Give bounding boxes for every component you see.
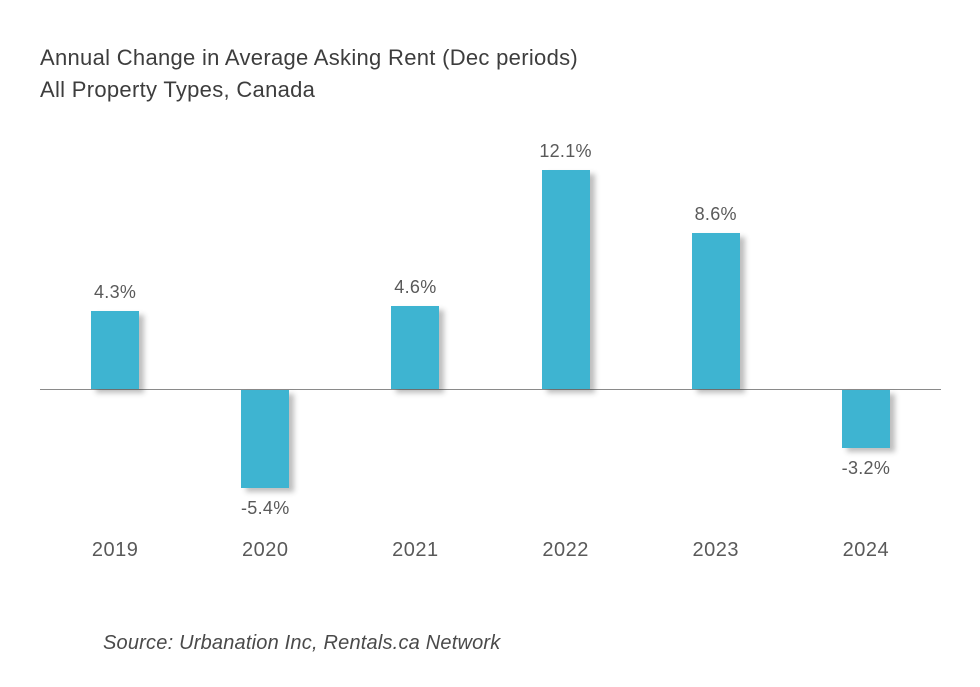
x-tick-label-2019: 2019 — [91, 539, 139, 561]
bar-value-label-2020: -5.4% — [240, 497, 290, 518]
bar-value-label-2022: 12.1% — [539, 140, 592, 161]
bar-value-label-2021: 4.6% — [394, 276, 437, 297]
chart-title-line2: All Property Types, Canada — [40, 77, 316, 102]
bar-2020 — [241, 390, 290, 488]
bar-2023 — [691, 233, 740, 389]
bar-value-label-2024: -3.2% — [841, 457, 891, 478]
x-tick-label-2021: 2021 — [392, 539, 439, 561]
bar-2022 — [541, 169, 590, 389]
bar-value-label-2019: 4.3% — [93, 282, 137, 303]
x-tick-label-2024: 2024 — [842, 539, 890, 561]
chart-title: Annual Change in Average Asking Rent (De… — [40, 42, 578, 106]
bar-2021 — [391, 305, 440, 389]
x-tick-label-2023: 2023 — [692, 539, 739, 561]
bar-2019 — [91, 311, 140, 389]
x-tick-label-2020: 2020 — [242, 539, 289, 561]
chart-title-line1: Annual Change in Average Asking Rent (De… — [40, 45, 579, 70]
x-tick-label-2022: 2022 — [542, 539, 589, 561]
bar-2024 — [841, 390, 890, 448]
x-axis-line — [40, 389, 941, 390]
source-caption: Source: Urbanation Inc, Rentals.ca Netwo… — [103, 632, 501, 654]
bar-value-label-2023: 8.6% — [694, 204, 737, 225]
